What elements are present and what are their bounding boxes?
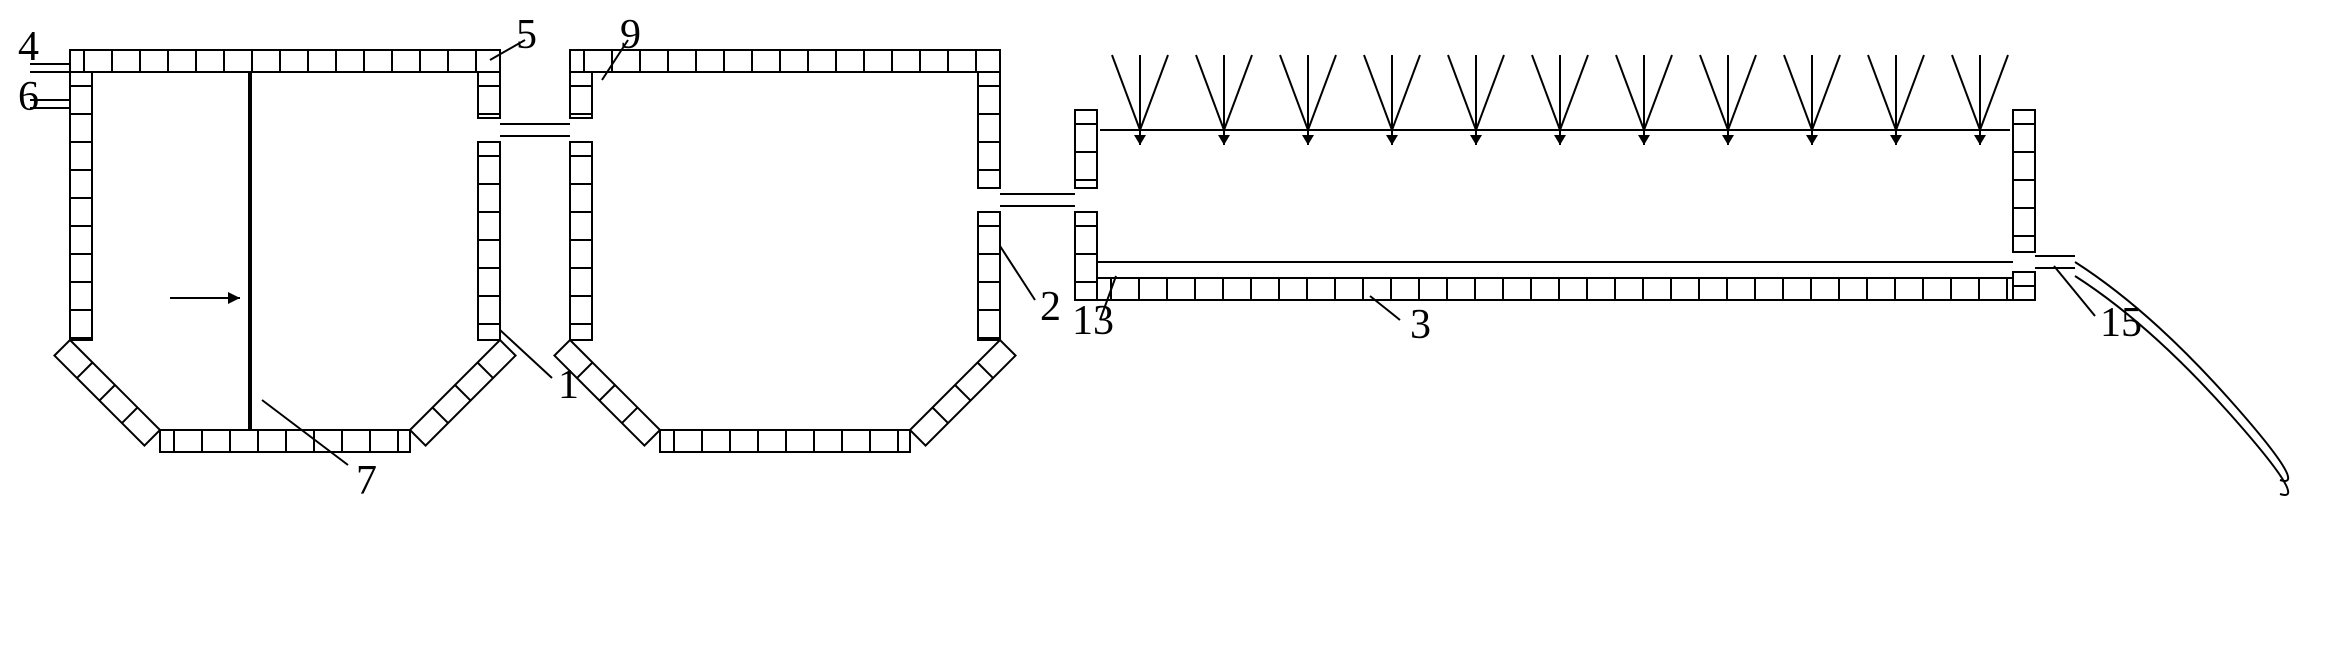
callout-9: 9 <box>620 12 641 58</box>
callout-3: 3 <box>1410 302 1431 348</box>
wetland-trough <box>1075 55 2288 495</box>
tank-1 <box>54 50 515 452</box>
diagram-canvas: 46 5 9 1 7 213 3 15 <box>0 0 2328 660</box>
callout-13: 13 <box>1072 298 1114 344</box>
callout-6: 6 <box>18 74 39 120</box>
callout-15: 15 <box>2100 300 2142 346</box>
callout-5: 5 <box>516 12 537 58</box>
tank-2 <box>554 50 1015 452</box>
callout-2: 2 <box>1040 284 1061 330</box>
callout-7: 7 <box>356 458 377 504</box>
callout-4: 4 <box>18 24 39 70</box>
callout-1: 1 <box>558 362 579 408</box>
